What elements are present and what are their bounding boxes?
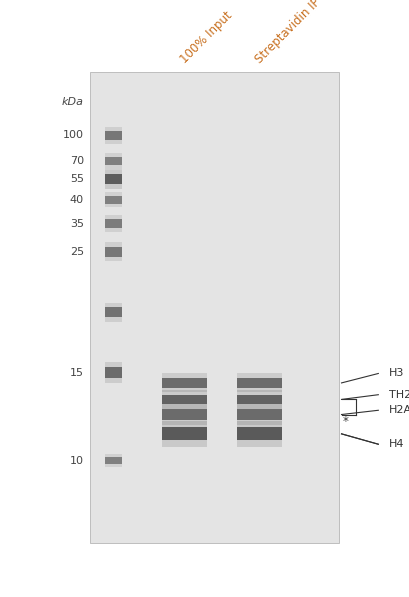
Bar [105, 174, 122, 184]
Text: 100% Input: 100% Input [178, 8, 235, 66]
Bar [90, 72, 339, 543]
Bar [162, 374, 207, 392]
Bar [162, 427, 207, 441]
Bar [237, 421, 282, 447]
Bar [237, 395, 282, 404]
Text: H4: H4 [389, 439, 404, 449]
Bar [105, 196, 122, 204]
Bar [105, 457, 122, 464]
Bar [105, 242, 122, 261]
Text: 55: 55 [70, 174, 84, 184]
Bar [105, 362, 122, 383]
Text: 15: 15 [70, 368, 84, 377]
Bar [105, 215, 122, 232]
Bar [105, 219, 122, 227]
Text: 40: 40 [70, 195, 84, 205]
Text: H3: H3 [389, 368, 404, 378]
Text: 35: 35 [70, 219, 84, 229]
Text: TH2B: TH2B [389, 390, 409, 400]
Bar [105, 192, 122, 208]
Bar [237, 390, 282, 409]
Bar [162, 390, 207, 409]
Text: 100: 100 [63, 130, 84, 140]
Bar [162, 395, 207, 404]
Text: *: * [342, 415, 348, 428]
Bar [105, 153, 122, 170]
Bar [105, 247, 122, 257]
Bar [105, 131, 122, 140]
Bar [237, 404, 282, 425]
Bar [162, 410, 207, 420]
Bar [237, 374, 282, 392]
Bar [105, 170, 122, 189]
Bar [237, 378, 282, 387]
Bar [237, 427, 282, 441]
Bar [105, 303, 122, 322]
Bar [105, 157, 122, 165]
Text: 70: 70 [70, 156, 84, 166]
Bar [105, 367, 122, 378]
Bar [105, 307, 122, 317]
Text: 25: 25 [70, 247, 84, 257]
Bar [162, 421, 207, 447]
Bar [162, 378, 207, 387]
Bar [162, 404, 207, 425]
Bar [237, 410, 282, 420]
Text: H2A: H2A [389, 405, 409, 416]
Text: Streptavidin IP: Streptavidin IP [252, 0, 323, 66]
Text: 10: 10 [70, 456, 84, 466]
Bar [105, 454, 122, 467]
Bar [105, 127, 122, 144]
Text: kDa: kDa [62, 97, 84, 107]
